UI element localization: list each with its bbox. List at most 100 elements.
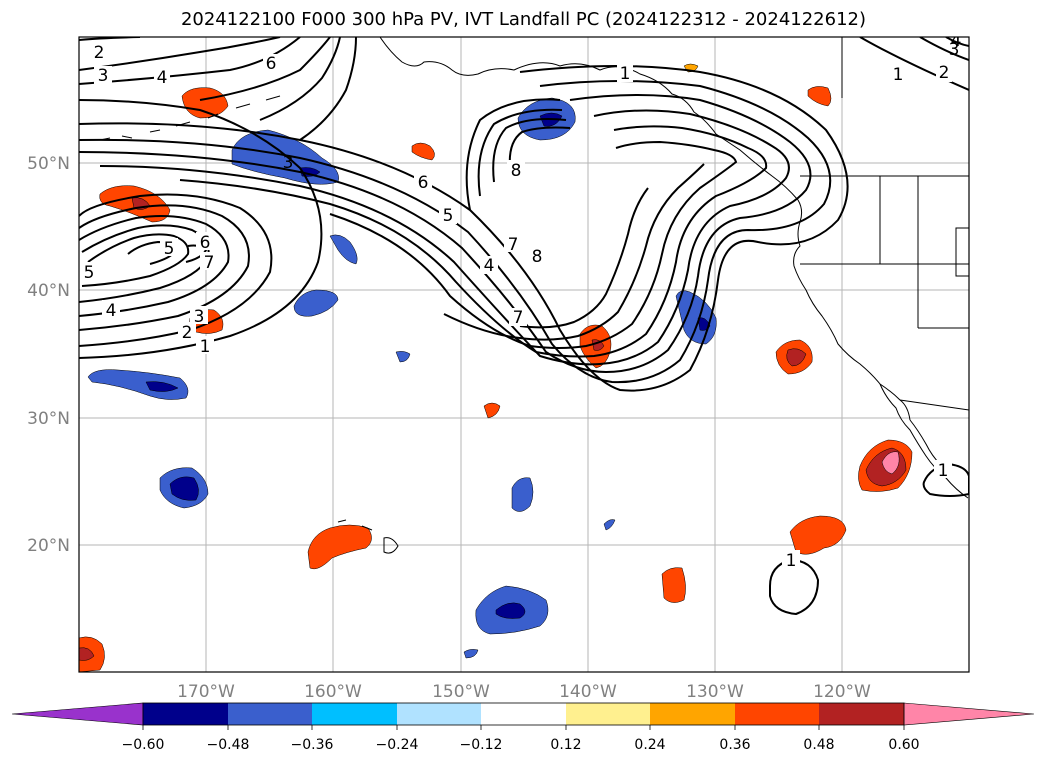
contour-ridge-left3 — [492, 118, 567, 183]
contour-6-jet — [329, 140, 738, 349]
contour-ridge-left — [465, 98, 561, 211]
contour-ne-2 — [919, 37, 969, 61]
contour-7-jet — [443, 163, 705, 341]
contour-labels: 2 3 4 6 1 1 2 3 4 3 6 5 8 7 8 4 7 5 6 7 … — [80, 31, 962, 571]
contour-label: 1 — [620, 64, 631, 84]
contour-west-3 — [79, 215, 230, 317]
lat-label: 50°N — [27, 154, 70, 174]
neg-blob-small2 — [395, 351, 411, 363]
lat-label: 40°N — [27, 281, 70, 301]
contour-1-jet — [79, 65, 849, 392]
pos-blob-ne1 — [807, 86, 832, 107]
pos-blob-small1 — [483, 402, 501, 419]
contour-west-1 — [79, 193, 273, 347]
colorbar-segment — [397, 703, 481, 725]
lat-labels: 50°N 40°N 30°N 20°N — [27, 154, 70, 556]
contour-2-jet — [79, 80, 832, 384]
contour-label: 1 — [786, 551, 797, 571]
colorbar-segment — [312, 703, 397, 725]
pos-core-pink — [881, 451, 900, 475]
colorbar-segment — [481, 703, 566, 725]
neg-blob-small4 — [603, 519, 616, 531]
contour-nw-3 — [79, 37, 281, 71]
contour-label: 8 — [532, 247, 543, 267]
contour-label: 1 — [938, 461, 949, 481]
contour-label: 3 — [283, 153, 294, 173]
colorbar-segment — [650, 703, 735, 725]
colorbar-tick-label: 0.36 — [719, 737, 750, 753]
contour-label: 4 — [157, 68, 168, 88]
contour-label: 6 — [200, 233, 211, 253]
contour-south — [769, 558, 820, 616]
contour-label: 4 — [106, 301, 117, 321]
colorbar-segment — [228, 703, 312, 725]
contour-label: 4 — [484, 256, 495, 276]
neg-core-33n — [145, 381, 179, 392]
contour-5-jet — [179, 125, 768, 358]
contour-label: 5 — [443, 206, 454, 226]
plot-frame — [78, 36, 970, 673]
contour-label: 5 — [84, 263, 95, 283]
contour-nw-5 — [199, 37, 331, 101]
colorbar-tick-label: −0.24 — [376, 737, 419, 753]
lon-label: 130°W — [686, 682, 744, 702]
neg-blob-small1 — [329, 234, 358, 265]
neg-core-15n — [495, 602, 526, 619]
contour-label: 2 — [182, 323, 193, 343]
contour-nw-7 — [299, 37, 357, 141]
neg-blob-small3 — [511, 477, 534, 512]
coastlines — [99, 37, 969, 554]
contour-8-jet — [519, 187, 649, 329]
neg-core-24n — [169, 476, 199, 501]
contour-ridge-left4 — [508, 126, 571, 169]
contour-label: 3 — [949, 40, 960, 60]
contour-ne-1 — [859, 37, 969, 91]
contour-label: 7 — [513, 308, 524, 328]
contour-label: 3 — [194, 307, 205, 327]
contour-label: 4 — [951, 31, 962, 51]
lat-label: 30°N — [27, 409, 70, 429]
contour-label: 1 — [893, 65, 904, 85]
lon-label: 140°W — [559, 682, 617, 702]
lon-label: 170°W — [177, 682, 235, 702]
colorbar-extend-left — [11, 702, 144, 726]
contour-ridge-left2 — [477, 108, 563, 197]
map-title: 2024122100 F000 300 hPa PV, IVT Landfall… — [180, 9, 867, 30]
colorbar-tick-label: 0.24 — [634, 737, 665, 753]
colorbar-tick-label: −0.60 — [122, 737, 165, 753]
contour-label: 3 — [98, 66, 109, 86]
lon-label: 160°W — [304, 682, 362, 702]
bc-coast — [793, 199, 911, 421]
colorbar-tick-label: 0.12 — [550, 737, 581, 753]
contour-nw-6 — [259, 37, 341, 121]
contour-ne-3 — [945, 37, 969, 47]
pos-core-35n — [786, 348, 807, 367]
lon-labels: 170°W 160°W 150°W 140°W 130°W 120°W — [177, 682, 871, 702]
pos-blob-hawaii — [307, 524, 372, 570]
hawaii-islands — [337, 519, 399, 554]
contour-label: 6 — [418, 173, 429, 193]
baja-coast — [879, 383, 969, 499]
contour-west-5 — [81, 233, 190, 287]
colorbar-tick-label: 0.60 — [888, 737, 919, 753]
contour-4-jet — [99, 109, 790, 366]
alaska-coast — [379, 37, 799, 201]
colorbar-tick-label: −0.48 — [207, 737, 250, 753]
baja-peninsula — [909, 419, 941, 465]
contour-3-jet — [79, 94, 812, 374]
contour-label: 1 — [200, 337, 211, 357]
pos-core-sw — [79, 647, 95, 661]
positive-anomaly-shading — [79, 63, 913, 672]
colorbar-tick-label: 0.48 — [803, 737, 834, 753]
contour-west-2 — [79, 204, 250, 331]
colorbar-tick-label: −0.12 — [460, 737, 503, 753]
colorbar-extend-right — [903, 702, 1035, 726]
contour-label: 8 — [511, 161, 522, 181]
pos-blob-gulf2 — [411, 142, 435, 161]
pos-blob-17n — [661, 567, 686, 603]
contour-label: 7 — [508, 235, 519, 255]
colorbar-segment — [735, 703, 819, 725]
colorbar-tick-label: −0.36 — [291, 737, 334, 753]
contour-label: 7 — [204, 253, 215, 273]
